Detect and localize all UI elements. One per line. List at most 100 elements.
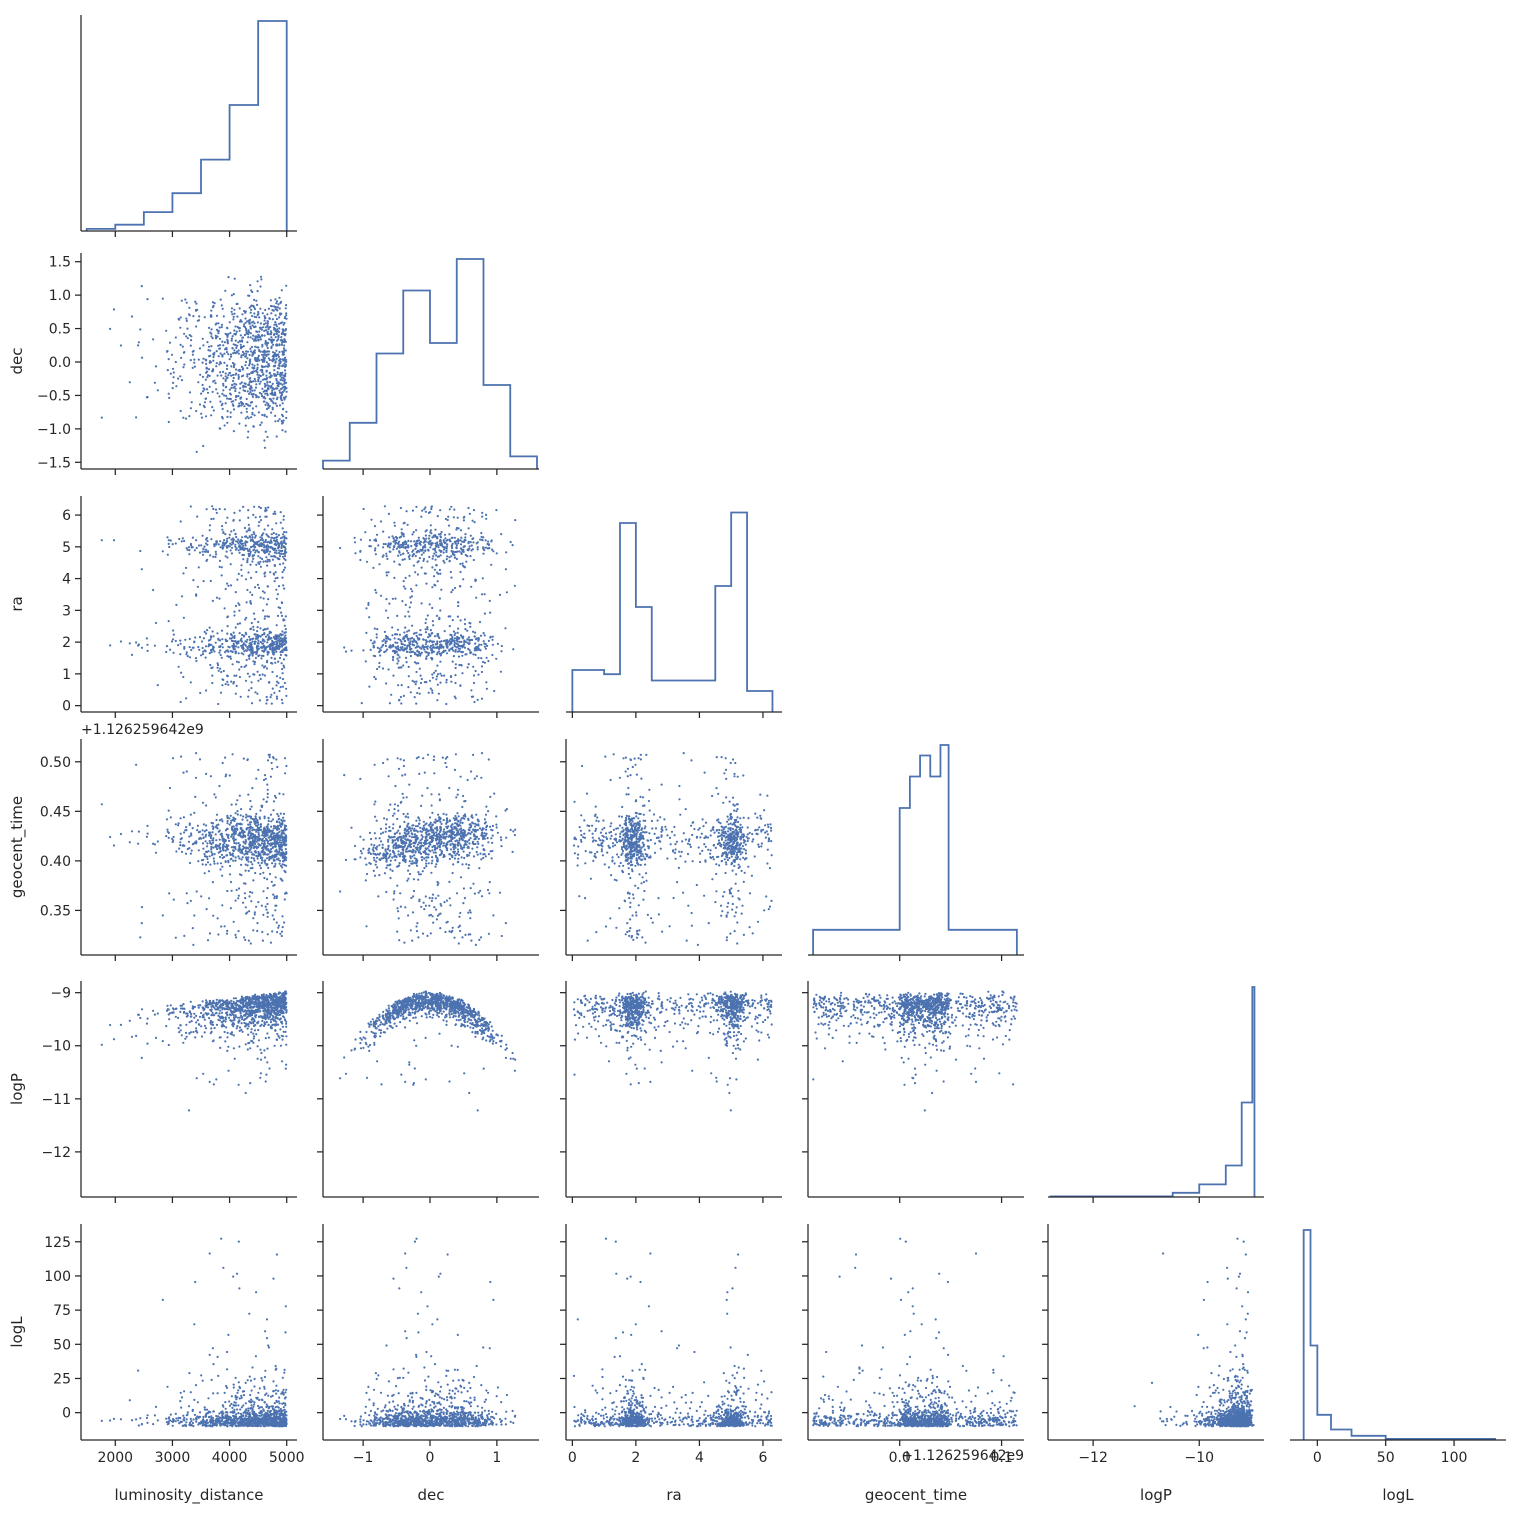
scatter-point [180,837,183,840]
scatter-point [250,289,253,292]
scatter-point [403,631,406,634]
scatter-point [282,407,285,410]
scatter-point [278,848,281,851]
scatter-point [250,856,253,860]
scatter-point [248,821,252,824]
scatter-point [256,583,259,587]
scatter-point [282,855,285,858]
scatter-point [196,515,199,518]
scatter-point [249,942,252,945]
scatter-point [140,568,143,571]
scatter-point [394,646,398,649]
scatter-point [401,533,404,536]
scatter-point [500,838,503,842]
scatter-point [216,632,219,635]
scatter-point [431,834,434,838]
scatter-point [239,343,242,346]
scatter-point [453,633,456,637]
scatter-point [209,863,212,866]
scatter-point [265,407,269,411]
scatter-point [454,674,457,677]
scatter-point [243,650,246,653]
scatter-point [205,548,208,551]
scatter-point [228,823,231,826]
scatter-point [426,626,429,629]
scatter-point [214,334,217,337]
scatter-point [249,404,252,407]
scatter-point [280,614,284,618]
scatter-point [374,677,377,681]
scatter-point [201,553,205,556]
scatter-point [473,700,476,704]
scatter-point [263,774,267,777]
scatter-point [275,644,279,647]
scatter-point [219,862,223,865]
scatter-point [251,593,254,597]
scatter-point [411,640,415,644]
scatter-point [424,510,427,513]
scatter-point [190,335,193,338]
scatter-point [246,864,249,867]
scatter-point [281,926,284,929]
scatter-point [206,629,209,632]
scatter-point [429,510,432,514]
scatter-point [435,918,438,921]
scatter-point [231,335,234,338]
scatter-point [273,332,276,335]
scatter-point [273,365,276,368]
scatter-point [180,850,184,854]
scatter-point [391,856,394,859]
scatter-point [270,346,273,350]
scatter-point [429,913,432,917]
scatter-point [218,559,222,563]
scatter-point [271,318,274,321]
scatter-point [240,356,243,359]
scatter-point [280,878,283,881]
scatter-point [254,871,257,875]
scatter-point [269,386,273,389]
scatter-point [283,921,286,924]
scatter-point [250,576,253,580]
scatter-point [254,637,258,640]
scatter-point [285,314,288,317]
scatter-point [261,373,265,376]
scatter-point [172,629,175,632]
scatter-point [244,897,247,900]
scatter-point [267,506,270,509]
scatter-point [279,358,282,361]
scatter-point [260,365,263,368]
scatter-point [181,844,184,847]
scatter-point [261,334,264,337]
scatter-point [429,932,432,935]
scatter-point [217,638,220,641]
scatter-point [436,580,439,583]
scatter-point [214,555,217,559]
scatter-point [250,627,253,630]
scatter-point [399,543,403,546]
scatter-point [202,344,205,347]
scatter-point [380,646,383,649]
scatter-point [267,753,270,756]
scatter-point [234,325,237,328]
scatter-point [235,936,238,939]
scatter-point [415,670,418,674]
scatter-point [249,867,252,870]
scatter-point [225,367,229,371]
scatter-point [274,336,277,339]
scatter-point [195,841,198,844]
scatter-point [231,650,234,654]
scatter-point [270,702,273,705]
scatter-point [245,350,248,353]
scatter-point [261,353,264,356]
scatter-point [283,681,286,685]
scatter-point [249,391,252,394]
scatter-point [214,641,217,644]
scatter-point [285,390,288,393]
scatter-point [270,761,273,765]
scatter-point [272,834,276,837]
scatter-point [387,616,390,619]
scatter-point [257,639,260,643]
scatter-point [172,651,175,654]
scatter-point [215,843,218,847]
scatter-point [255,370,258,373]
